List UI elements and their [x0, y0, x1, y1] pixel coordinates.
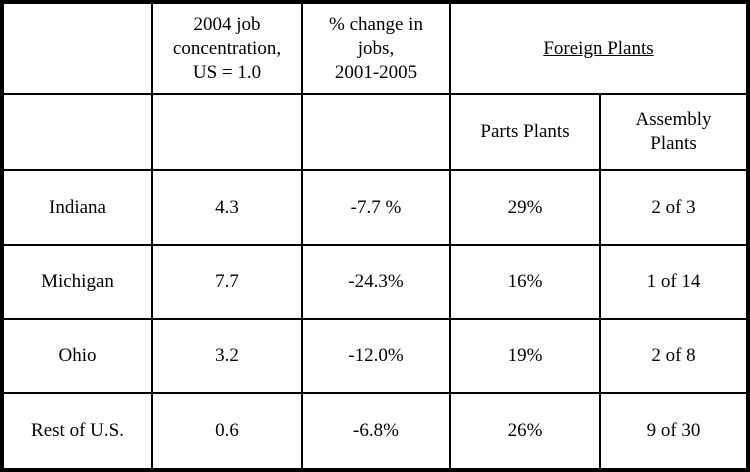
parts-cell: 29% [449, 169, 601, 246]
subheader-parts-plants: Parts Plants [449, 93, 601, 171]
header-job-concentration: 2004 job concentration, US = 1.0 [151, 4, 303, 95]
state-cell: Ohio [4, 318, 153, 394]
concentration-cell: 4.3 [151, 169, 303, 246]
table-row: Indiana 4.3 -7.7 % 29% 2 of 3 [4, 169, 746, 246]
header-empty-cell [4, 4, 153, 95]
header-foreign-plants: Foreign Plants [449, 4, 746, 94]
state-cell: Michigan [4, 244, 153, 320]
parts-cell: 16% [449, 244, 601, 320]
state-cell: Rest of U.S. [4, 392, 153, 468]
subheader-assembly-plants: Assembly Plants [599, 93, 746, 171]
concentration-cell: 7.7 [151, 244, 303, 320]
subheader-row: Parts Plants Assembly Plants [4, 93, 746, 171]
assembly-cell: 2 of 8 [599, 318, 746, 394]
foreign-plants-table: 2004 job concentration, US = 1.0 % chang… [4, 4, 746, 468]
subheader-empty-cell-1 [4, 93, 153, 171]
state-cell: Indiana [4, 169, 153, 246]
header-percent-change: % change in jobs, 2001-2005 [301, 4, 451, 95]
change-cell: -12.0% [301, 318, 451, 394]
concentration-cell: 0.6 [151, 392, 303, 468]
change-cell: -7.7 % [301, 169, 451, 246]
table-row: Rest of U.S. 0.6 -6.8% 26% 9 of 30 [4, 392, 746, 468]
parts-cell: 19% [449, 318, 601, 394]
change-cell: -6.8% [301, 392, 451, 468]
assembly-cell: 1 of 14 [599, 244, 746, 320]
assembly-cell: 9 of 30 [599, 392, 746, 468]
change-cell: -24.3% [301, 244, 451, 320]
parts-cell: 26% [449, 392, 601, 468]
header-row: 2004 job concentration, US = 1.0 % chang… [4, 4, 746, 95]
assembly-cell: 2 of 3 [599, 169, 746, 246]
subheader-empty-cell-2 [151, 93, 303, 171]
table-row: Michigan 7.7 -24.3% 16% 1 of 14 [4, 244, 746, 320]
table-row: Ohio 3.2 -12.0% 19% 2 of 8 [4, 318, 746, 394]
concentration-cell: 3.2 [151, 318, 303, 394]
subheader-empty-cell-3 [301, 93, 451, 171]
